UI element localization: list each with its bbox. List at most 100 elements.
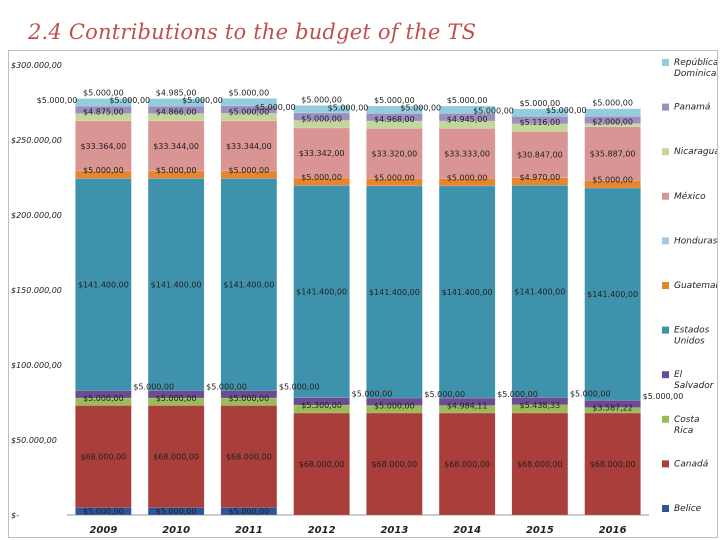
data-label-canada: $68.000,00 [299, 460, 345, 469]
bar-segment-guatemala [438, 178, 496, 187]
data-label-mexico: $33.320,00 [371, 149, 417, 158]
data-label-estados_unidos: $141.400,00 [78, 280, 129, 289]
bar-segment-estados_unidos [220, 178, 278, 391]
data-label-nicaragua: $4.945,00 [447, 115, 488, 124]
data-label-republica_dominicana: $5.000,00 [301, 95, 342, 104]
legend-swatch-mexico [662, 192, 669, 200]
data-label-mexico: $33.344,00 [226, 142, 272, 151]
data-label-el_salvador: $5.000,00 [133, 383, 174, 392]
y-tick-label: $- [11, 511, 19, 520]
legend-label-republica_dominicana: República [674, 58, 717, 68]
legend-label-honduras: Honduras [674, 236, 717, 246]
data-label-canada: $68.000,00 [80, 453, 126, 462]
bar-segment-canada [366, 412, 423, 516]
data-label-mexico: $33.333,00 [444, 149, 490, 158]
data-label-belice: $5.000,00 [156, 507, 197, 516]
bar-segment-republica_dominicana [147, 98, 205, 107]
legend-label-costa_rica: Costa [674, 415, 700, 425]
legend-swatch-republica_dominicana [662, 59, 669, 66]
slide-title: 2.4 Contributions to the budget of the T… [28, 20, 477, 44]
data-label-canada: $68.000,00 [444, 460, 490, 469]
legend-label-belice: Belice [674, 504, 702, 514]
data-label-nicaragua: $2.000,00 [592, 118, 633, 127]
y-tick-label: $150.000,00 [11, 286, 62, 295]
data-label-panama: $5.000,00 [182, 96, 223, 105]
data-label-panama: $5.000,00 [109, 96, 150, 105]
data-label-nicaragua: $5.000,00 [301, 114, 342, 123]
data-label-estados_unidos: $141.400,00 [296, 288, 347, 297]
data-label-nicaragua: $4.875,00 [83, 108, 124, 117]
data-label-republica_dominicana: $5.000,00 [592, 99, 633, 108]
data-label-canada: $68.000,00 [590, 460, 636, 469]
legend-label-costa_rica-cont: Rica [674, 426, 693, 436]
bar-segment-republica_dominicana [366, 105, 423, 114]
x-tick-label: 2015 [526, 525, 554, 536]
bar-segment-guatemala [366, 178, 423, 187]
legend-label-guatemala: Guatemala [674, 281, 717, 291]
bar-segment-estados_unidos [511, 185, 569, 398]
y-tick-label: $100.000,00 [11, 361, 62, 370]
data-label-estados_unidos: $141.400,00 [587, 290, 638, 299]
data-label-el_salvador: $5.000,00 [497, 390, 538, 399]
data-label-estados_unidos: $141.400,00 [151, 280, 202, 289]
data-label-nicaragua: $4.866,00 [156, 108, 197, 117]
bar-segment-canada [438, 412, 496, 516]
data-label-panama: $5.000,00 [400, 104, 441, 113]
data-label-estados_unidos: $141.400,00 [442, 288, 493, 297]
legend-swatch-estados_unidos [662, 326, 669, 334]
legend-swatch-costa_rica [662, 415, 669, 423]
stacked-bar-chart: $- $50.000,00 $100.000,00 $150.000,00 $200.0… [11, 58, 717, 536]
data-label-costa_rica: $5.000,00 [156, 394, 197, 403]
data-label-costa_rica: $5.438,33 [520, 401, 561, 410]
data-label-panama: $5.000,00 [473, 106, 514, 115]
data-label-mexico: $35.887,00 [590, 150, 636, 159]
y-tick-label: $200.000,00 [11, 211, 62, 220]
data-label-republica_dominicana: $5.000,00 [447, 96, 488, 105]
legend-label-nicaragua: Nicaragua [674, 147, 717, 157]
y-tick-label: $300.000,00 [11, 61, 62, 70]
x-tick-label: 2010 [162, 525, 190, 536]
data-label-estados_unidos: $141.400,00 [369, 288, 420, 297]
bar-segment-canada [293, 412, 350, 516]
data-label-belice: $5.000,00 [229, 507, 270, 516]
x-tick-label: 2011 [235, 525, 263, 536]
data-label-costa_rica: $5.000,00 [229, 394, 270, 403]
data-label-guatemala: $4.970,00 [520, 173, 561, 182]
data-label-panama: $5.000,00 [328, 103, 369, 112]
data-label-mexico: $33.364,00 [80, 142, 126, 151]
data-label-mexico: $33.342,00 [299, 149, 345, 158]
bar-segment-republica_dominicana [75, 98, 132, 107]
data-label-guatemala: $5.000,00 [301, 173, 342, 182]
data-label-canada: $68.000,00 [517, 460, 563, 469]
data-label-canada: $68.000,00 [153, 453, 199, 462]
data-label-costa_rica: $5.300,00 [301, 401, 342, 410]
legend-swatch-honduras [662, 237, 669, 245]
data-label-el_salvador: $5.000,00 [279, 383, 320, 392]
data-label-el_salvador: $5.000,00 [643, 392, 684, 401]
data-label-costa_rica: $4.984,11 [447, 402, 488, 411]
data-label-republica_dominicana: $5.000,00 [229, 88, 270, 97]
bar-segment-republica_dominicana [293, 105, 350, 114]
legend-swatch-panama [662, 103, 669, 111]
data-label-canada: $68.000,00 [226, 453, 272, 462]
data-label-costa_rica: $5.000,00 [374, 402, 415, 411]
data-label-republica_dominicana: $5.000,00 [374, 96, 415, 105]
legend-label-el_salvador: El [674, 370, 683, 380]
x-tick-label: 2016 [599, 525, 627, 536]
bar-segment-estados_unidos [75, 178, 132, 391]
data-label-guatemala: $5.000,00 [156, 166, 197, 175]
bar-segment-mexico [220, 120, 278, 172]
bar-segment-estados_unidos [293, 185, 350, 398]
bar-segment-republica_dominicana [220, 98, 278, 107]
legend-label-estados_unidos-cont: Unidos [674, 337, 705, 347]
bar-segment-mexico [511, 131, 569, 178]
x-tick-label: 2009 [89, 525, 117, 536]
data-label-estados_unidos: $141.400,00 [514, 287, 565, 296]
legend-label-mexico: México [674, 191, 706, 202]
legend-swatch-el_salvador [662, 371, 669, 379]
data-label-guatemala: $5.000,00 [374, 173, 415, 182]
legend-swatch-nicaragua [662, 148, 669, 156]
data-label-nicaragua: $5.000,00 [229, 107, 270, 116]
legend-label-republica_dominicana-cont: Dominicana [674, 69, 717, 79]
bar-segment-republica_dominicana [584, 108, 641, 117]
